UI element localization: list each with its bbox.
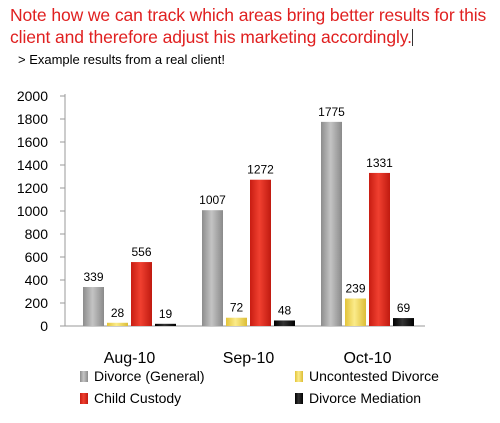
x-category-label: Sep-10 (223, 350, 275, 367)
legend-swatch (80, 371, 88, 382)
bar-child-custody-aug-10 (131, 262, 152, 326)
data-label: 1272 (247, 163, 274, 177)
example-subtitle: > Example results from a real client! (18, 52, 225, 67)
data-label: 69 (397, 301, 411, 315)
bar-child-custody-sep-10 (250, 179, 271, 326)
bar-divorce-mediation-aug-10 (155, 323, 176, 326)
bar-uncontested-divorce-oct-10 (345, 298, 366, 326)
data-label: 1331 (366, 156, 393, 170)
legend-swatch (295, 371, 303, 382)
x-axis: Aug-10 Sep-10 Oct-10 (104, 350, 392, 367)
bars (83, 121, 414, 326)
data-label: 1775 (318, 105, 345, 119)
bar-child-custody-oct-10 (369, 172, 390, 326)
bar-uncontested-divorce-aug-10 (107, 322, 128, 326)
legend-label: Divorce (General) (94, 368, 204, 384)
legend-label: Divorce Mediation (309, 390, 421, 406)
legend-swatch (80, 393, 88, 404)
legend: Divorce (General) Uncontested Divorce Chil… (80, 368, 439, 406)
bar-divorce-mediation-sep-10 (274, 320, 295, 326)
bar-divorce-mediation-oct-10 (393, 318, 414, 326)
y-tick-label: 1000 (17, 203, 48, 219)
data-label: 1007 (199, 193, 226, 207)
marketing-note-text: Note how we can track which areas bring … (10, 5, 487, 47)
bar-divorce-general-oct-10 (321, 121, 342, 326)
y-tick-label: 400 (25, 272, 49, 288)
y-axis: 0 200 400 600 800 1000 1200 1400 1600 1800 2000 (17, 88, 425, 334)
y-tick-label: 1800 (17, 111, 48, 127)
data-label: 556 (131, 245, 151, 259)
data-label: 72 (230, 301, 244, 315)
bar-divorce-general-aug-10 (83, 287, 104, 326)
data-label: 19 (159, 307, 173, 321)
data-label: 339 (83, 270, 103, 284)
legend-swatch (295, 393, 303, 404)
legend-label: Child Custody (94, 390, 181, 406)
y-tick-label: 1400 (17, 157, 48, 173)
y-tick-label: 600 (25, 249, 49, 265)
text-cursor (411, 29, 413, 46)
x-category-label: Aug-10 (104, 350, 156, 367)
data-label: 28 (111, 306, 125, 320)
y-tick-label: 0 (40, 318, 48, 334)
y-tick-label: 1200 (17, 180, 48, 196)
data-label: 48 (278, 303, 292, 317)
data-label: 239 (345, 282, 365, 296)
bar-divorce-general-sep-10 (202, 210, 223, 326)
bar-uncontested-divorce-sep-10 (226, 317, 247, 326)
x-category-label: Oct-10 (343, 350, 391, 367)
y-tick-label: 1600 (17, 134, 48, 150)
data-labels: 339 28 556 19 1007 72 1272 48 1775 239 1331 69 (83, 105, 410, 321)
y-tick-label: 2000 (17, 88, 48, 104)
y-tick-label: 800 (25, 226, 49, 242)
legend-label: Uncontested Divorce (309, 368, 439, 384)
y-tick-label: 200 (25, 295, 49, 311)
marketing-note: Note how we can track which areas bring … (10, 4, 498, 48)
